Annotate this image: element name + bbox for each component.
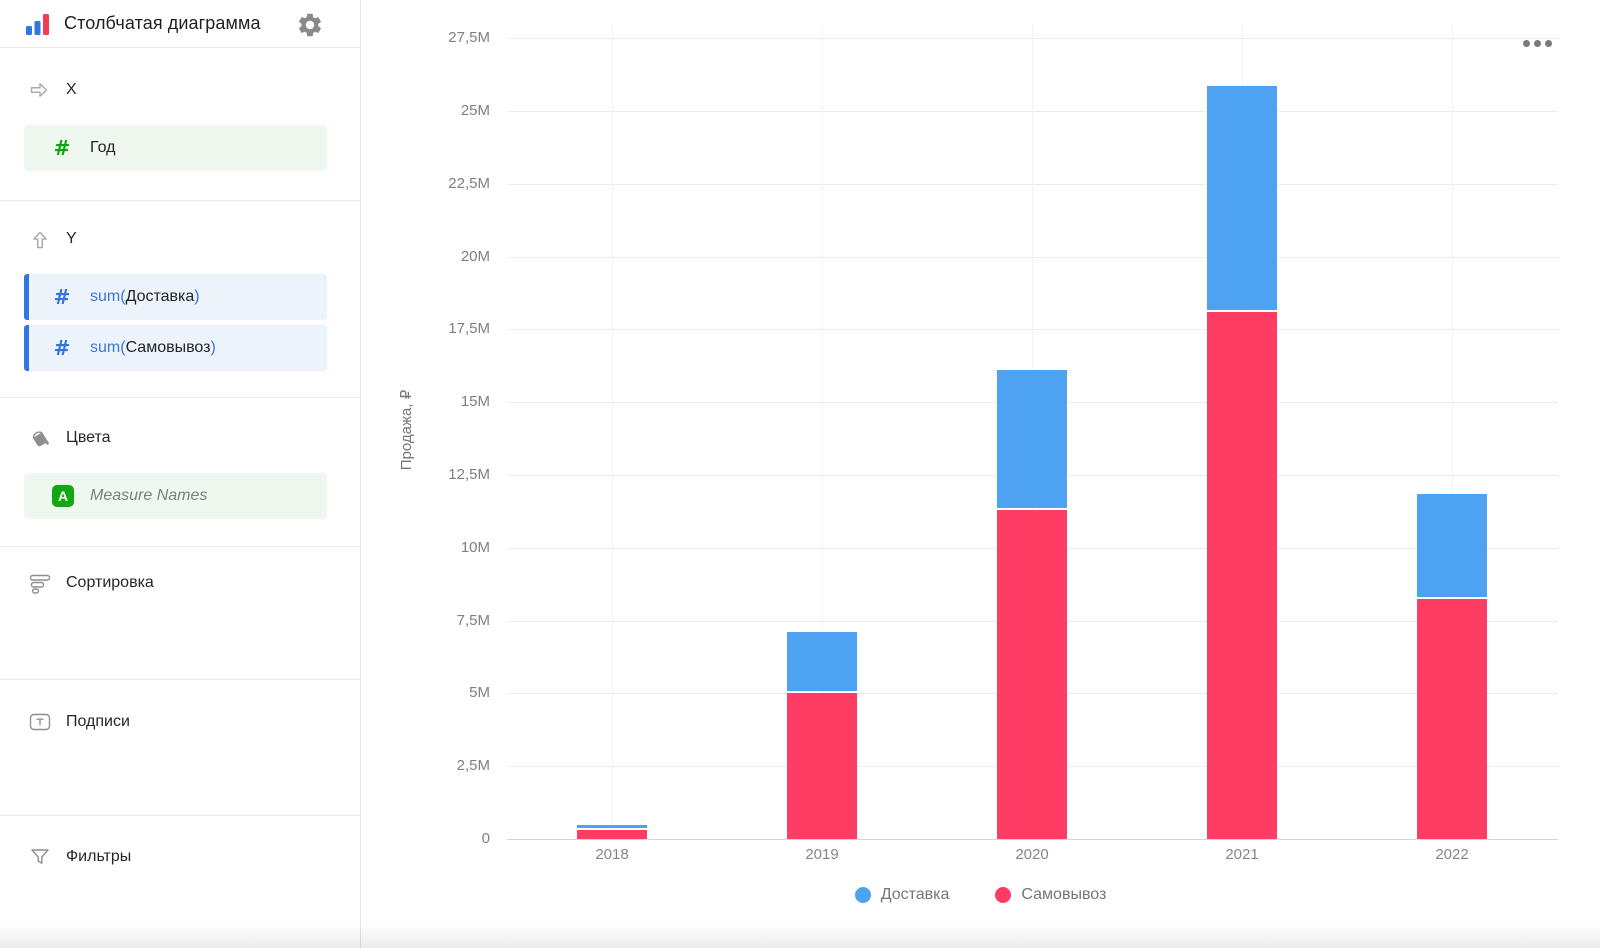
y-tick-label: 10M — [460, 538, 490, 556]
y-tick-label: 7,5M — [456, 611, 490, 629]
funnel-icon — [28, 845, 52, 869]
bar-segment[interactable] — [997, 509, 1067, 839]
field-year-label: Год — [90, 139, 116, 156]
legend-item[interactable]: Самовывоз — [995, 886, 1106, 904]
field-sum-pickup-label: sum(Самовывоз) — [90, 339, 216, 356]
chart-legend: Доставка Самовывоз — [361, 886, 1600, 904]
chart-menu-button[interactable] — [1519, 36, 1556, 51]
bar-segment[interactable] — [577, 825, 647, 828]
section-labels-label: Подписи — [66, 713, 130, 730]
gear-icon[interactable] — [296, 11, 324, 39]
legend-label: Доставка — [880, 886, 950, 903]
y-tick-label: 20M — [460, 247, 490, 265]
v-gridline — [822, 24, 823, 839]
x-tick-label: 2022 — [1435, 846, 1469, 863]
legend-item[interactable]: Доставка — [854, 886, 950, 904]
sidebar-header: Столбчатая диаграмма — [0, 0, 360, 48]
bar-segment[interactable] — [1207, 311, 1277, 839]
x-tick-label: 2020 — [1015, 846, 1049, 863]
y-tick-label: 25M — [460, 101, 490, 119]
sidebar: Столбчатая диаграмма X # Год — [0, 0, 361, 948]
x-axis-line — [507, 839, 1558, 840]
v-gridline — [612, 24, 613, 839]
section-colors-header: Цвета — [28, 426, 360, 450]
paint-bucket-icon — [28, 426, 52, 450]
field-measure-names-label: Measure Names — [90, 487, 208, 504]
legend-dot-icon — [995, 887, 1012, 903]
field-year[interactable]: # Год — [24, 125, 327, 171]
section-sorting-label: Сортировка — [66, 574, 154, 591]
y-tick-label: 12,5M — [448, 465, 490, 483]
section-x: X # Год — [0, 48, 360, 201]
field-sum-delivery[interactable]: # sum(Доставка) — [24, 274, 327, 320]
section-y-header: Y — [28, 227, 360, 251]
sort-icon — [28, 571, 52, 595]
chart-type-title: Столбчатая диаграмма — [64, 13, 261, 33]
dot-icon — [1523, 40, 1530, 47]
x-tick-label: 2018 — [595, 846, 629, 863]
y-tick-label: 22,5M — [448, 174, 490, 192]
legend-label: Самовывоз — [1021, 886, 1107, 903]
section-labels: Подписи — [0, 680, 360, 816]
section-filters: Фильтры — [0, 816, 360, 948]
section-x-label: X — [66, 81, 77, 98]
text-label-icon — [28, 710, 52, 734]
legend-dot-icon — [854, 887, 871, 903]
section-labels-header: Подписи — [28, 710, 360, 734]
section-sorting: Сортировка — [0, 547, 360, 680]
section-colors: Цвета A Measure Names — [0, 398, 360, 547]
section-sorting-header: Сортировка — [28, 571, 360, 595]
number-field-icon: # — [53, 285, 71, 309]
x-tick-label: 2019 — [805, 846, 839, 863]
number-field-icon: # — [53, 336, 71, 360]
measure-accent-bar — [24, 274, 29, 320]
y-tick-label: 5M — [469, 684, 490, 702]
section-x-header: X — [28, 78, 360, 102]
measure-accent-bar — [24, 325, 29, 371]
bar-segment[interactable] — [1417, 493, 1487, 597]
field-measure-names[interactable]: A Measure Names — [24, 473, 327, 519]
y-tick-label: 15M — [460, 393, 490, 411]
bar-chart-logo-icon — [26, 13, 52, 35]
field-sum-delivery-label: sum(Доставка) — [90, 288, 200, 305]
arrow-up-icon — [28, 227, 52, 251]
section-filters-label: Фильтры — [66, 848, 132, 865]
section-y-label: Y — [66, 230, 77, 247]
section-colors-label: Цвета — [66, 429, 111, 446]
bar-segment[interactable] — [787, 693, 857, 839]
bar-segment[interactable] — [577, 829, 647, 839]
bar-segment[interactable] — [997, 370, 1067, 508]
v-gridline — [1452, 24, 1453, 839]
y-tick-label: 27,5M — [448, 29, 490, 46]
field-sum-pickup[interactable]: # sum(Самовывоз) — [24, 325, 327, 371]
dot-icon — [1534, 40, 1541, 47]
bar-segment[interactable] — [1417, 598, 1487, 839]
section-filters-header: Фильтры — [28, 845, 360, 869]
y-tick-label: 0 — [481, 830, 490, 847]
measure-names-badge-icon: A — [52, 485, 74, 507]
number-field-icon: # — [53, 136, 71, 160]
y-tick-label: 2,5M — [456, 757, 490, 775]
chart-panel: Продажа, ₽ 0 2,5M 5M 7,5M 10M 12,5M 15M 17,5M 20… — [361, 0, 1600, 948]
dot-icon — [1545, 40, 1552, 47]
section-y: Y # sum(Доставка) # sum(Самовывоз) — [0, 201, 360, 398]
y-tick-label: 17,5M — [448, 320, 490, 338]
bar-segment[interactable] — [787, 632, 857, 692]
bar-segment[interactable] — [1207, 86, 1277, 310]
x-tick-label: 2021 — [1225, 846, 1259, 863]
arrow-right-icon — [28, 78, 52, 102]
